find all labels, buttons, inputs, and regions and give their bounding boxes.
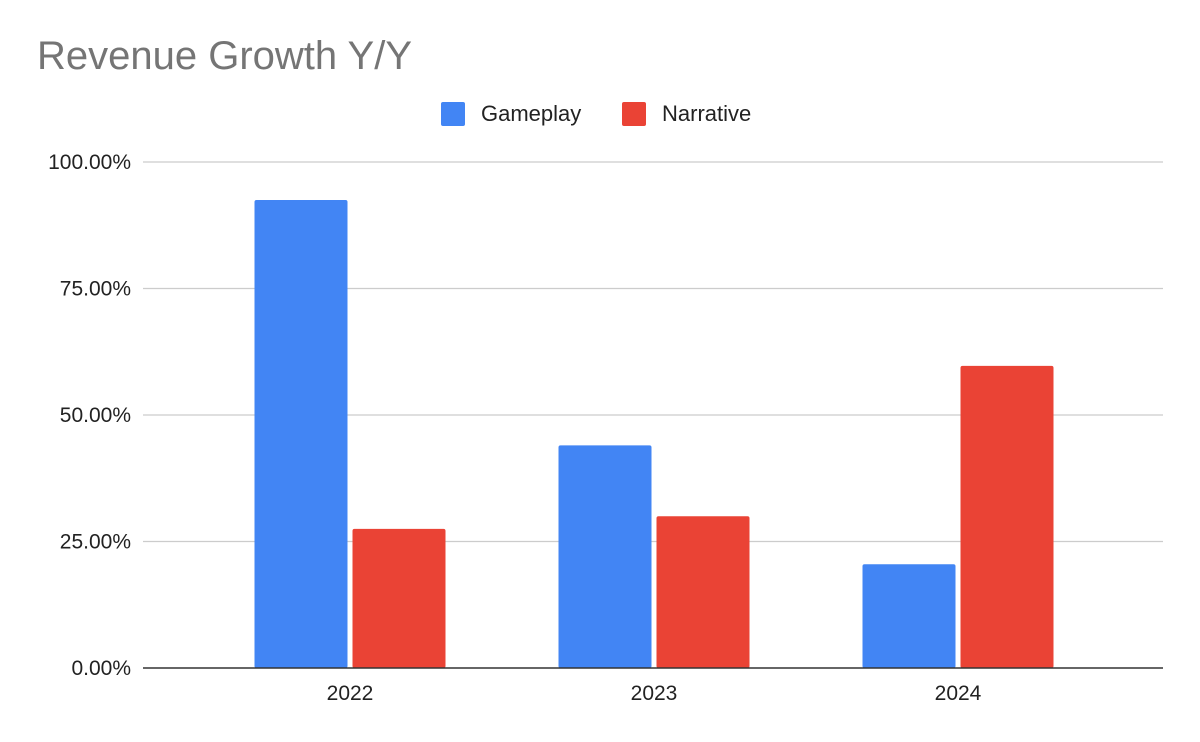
legend-label-gameplay: Gameplay: [481, 101, 581, 126]
legend-label-narrative: Narrative: [662, 101, 751, 126]
legend: Gameplay Narrative: [441, 101, 751, 126]
y-tick-label: 50.00%: [60, 404, 131, 427]
bar-gameplay-2022: [254, 199, 348, 668]
bar-narrative-2022: [352, 528, 446, 668]
y-axis-ticks: 0.00% 25.00% 50.00% 75.00% 100.00%: [48, 151, 131, 680]
legend-swatch-narrative: [622, 102, 646, 126]
bar-gameplay-2024: [862, 564, 956, 668]
x-tick-label: 2022: [327, 682, 374, 705]
bars: [254, 199, 1054, 668]
legend-swatch-gameplay: [441, 102, 465, 126]
chart-title: Revenue Growth Y/Y: [37, 34, 412, 78]
bar-narrative-2023: [656, 516, 750, 668]
x-tick-label: 2024: [935, 682, 982, 705]
x-axis-ticks: 2022 2023 2024: [327, 682, 982, 705]
x-tick-label: 2023: [631, 682, 678, 705]
y-tick-label: 75.00%: [60, 278, 131, 301]
y-tick-label: 25.00%: [60, 531, 131, 554]
bar-narrative-2024: [960, 365, 1054, 668]
y-tick-label: 100.00%: [48, 151, 131, 174]
y-tick-label: 0.00%: [71, 657, 131, 680]
bar-gameplay-2023: [558, 445, 652, 668]
